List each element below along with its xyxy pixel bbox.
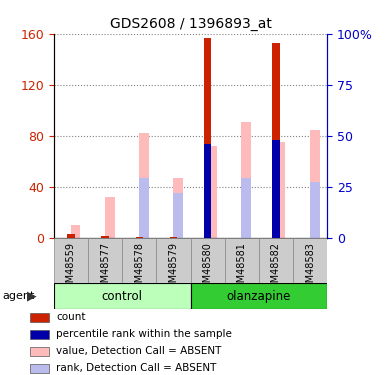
Bar [191,238,225,283]
Bar [105,197,115,238]
Bar [67,234,75,238]
Bar [70,225,80,238]
Bar [170,237,177,238]
Bar [276,142,285,238]
Bar [225,238,259,283]
Bar [139,134,149,238]
Bar [241,122,251,238]
Text: GSM48580: GSM48580 [203,242,213,295]
Bar [156,238,191,283]
Bar [272,43,280,238]
Bar [30,364,49,373]
Bar [241,178,251,238]
Text: rank, Detection Call = ABSENT: rank, Detection Call = ABSENT [57,363,217,374]
Bar [88,238,122,283]
Text: GSM48581: GSM48581 [237,242,247,295]
Text: value, Detection Call = ABSENT: value, Detection Call = ABSENT [57,346,222,356]
Text: ▶: ▶ [27,290,36,303]
Bar [30,347,49,356]
Text: GSM48579: GSM48579 [169,242,179,295]
Text: control: control [102,290,143,303]
Bar [30,330,49,339]
Bar [310,129,320,238]
Text: GSM48583: GSM48583 [305,242,315,295]
Bar [122,238,156,283]
Text: percentile rank within the sample: percentile rank within the sample [57,329,232,339]
Text: count: count [57,312,86,322]
Bar [191,283,327,309]
Bar [139,178,149,238]
Bar [259,238,293,283]
Bar [54,238,88,283]
Bar [173,178,183,238]
Bar [30,313,49,322]
Bar [204,38,211,238]
Bar [101,236,109,238]
Bar [293,238,327,283]
Text: GSM48577: GSM48577 [100,242,110,295]
Bar [173,194,183,238]
Text: GSM48578: GSM48578 [134,242,144,295]
Text: agent: agent [2,291,34,301]
Bar [54,283,191,309]
Bar [207,146,217,238]
Title: GDS2608 / 1396893_at: GDS2608 / 1396893_at [110,17,271,32]
Bar [310,182,320,238]
Text: olanzapine: olanzapine [227,290,291,303]
Bar [204,144,211,238]
Text: GSM48559: GSM48559 [66,242,76,295]
Bar [136,237,143,238]
Text: GSM48582: GSM48582 [271,242,281,295]
Bar [272,140,280,238]
